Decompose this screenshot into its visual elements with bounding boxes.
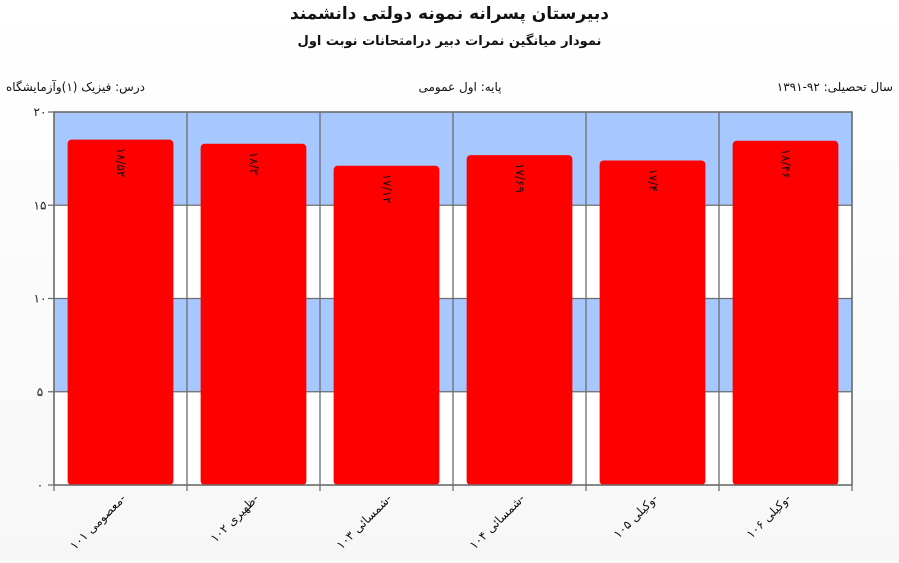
bar	[466, 155, 573, 486]
bar-value-label: ۱۷/۶۹	[513, 163, 527, 193]
bar-value-label: ۱۷/۱۲	[380, 174, 394, 204]
x-tick-label: شمسائی ۱۰۳-	[334, 491, 395, 552]
school-year-label: سال تحصیلی: ۹۲-۱۳۹۱	[776, 80, 893, 94]
x-tick-label: وکیلی ۱۰۶-	[744, 491, 795, 542]
y-tick-label: ۱۵	[34, 198, 47, 212]
x-tick-label: وکیلی ۱۰۵-	[611, 491, 662, 542]
grade-label: پایه: اول عمومی	[418, 80, 502, 94]
x-tick-label: معصومی ۱۰۱-	[67, 491, 129, 553]
bar	[67, 139, 174, 486]
y-tick-label: ۱۰	[34, 292, 47, 306]
x-tick-label: شمسائی ۱۰۴-	[467, 491, 528, 552]
bar-value-label: ۱۷/۴	[646, 168, 660, 191]
y-tick-label: ۲۰	[34, 105, 47, 119]
plot-border	[53, 111, 853, 486]
course-label: درس: فیزیک (۱)وآزمایشگاه	[6, 80, 145, 94]
bar	[599, 160, 706, 486]
bar-value-label: ۱۸/۴۶	[779, 149, 793, 179]
bar	[200, 143, 307, 485]
bar	[732, 140, 839, 485]
y-tick-label: ۰	[37, 478, 43, 492]
y-tick-label: ۵	[37, 385, 43, 399]
bar-value-label: ۱۸/۵۲	[114, 148, 128, 178]
x-tick-label: ظهیری ۱۰۲-	[208, 491, 263, 546]
chart-subtitle: نمودار میانگین نمرات دبیر درامتحانات نوب…	[297, 34, 602, 49]
chart-title: دبیرستان پسرانه نمونه دولتی دانشمند	[290, 4, 609, 24]
bar-value-label: ۱۸/۳	[247, 152, 261, 176]
bar	[333, 165, 440, 485]
